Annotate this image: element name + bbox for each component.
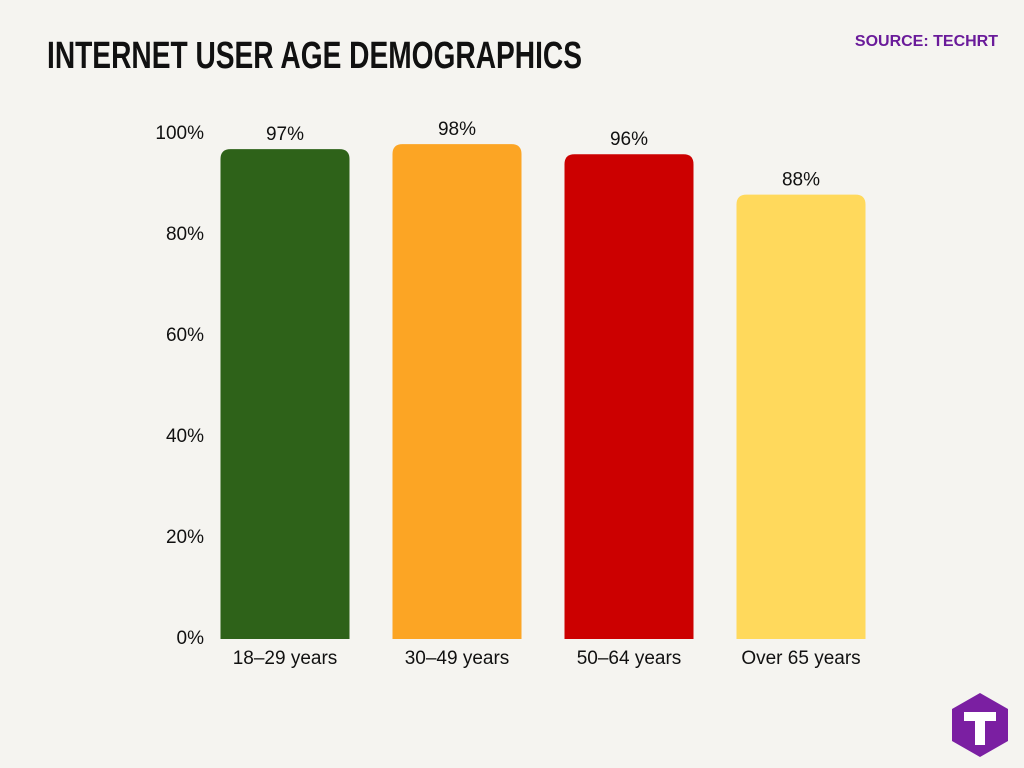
value-label: 98% — [438, 119, 476, 140]
value-label: 97% — [266, 124, 304, 145]
y-tick-label: 60% — [166, 325, 204, 346]
y-tick-label: 40% — [166, 426, 204, 447]
logo-letter — [964, 712, 996, 745]
bar — [564, 154, 694, 639]
y-tick-label: 100% — [155, 123, 204, 144]
x-tick-label: 50–64 years — [577, 648, 682, 669]
y-tick-label: 20% — [166, 527, 204, 548]
value-label: 88% — [782, 170, 820, 191]
bar — [736, 194, 866, 639]
bar — [392, 144, 522, 639]
x-tick-label: 18–29 years — [233, 648, 338, 669]
y-tick-label: 0% — [177, 628, 205, 649]
logo — [952, 693, 1008, 757]
x-tick-label: Over 65 years — [741, 648, 860, 669]
y-tick-label: 80% — [166, 224, 204, 245]
value-label: 96% — [610, 129, 648, 150]
x-tick-label: 30–49 years — [405, 648, 510, 669]
chart-title: INTERNET USER AGE DEMOGRAPHICS — [47, 35, 582, 77]
bar — [220, 149, 350, 639]
source: SOURCE: TECHRT — [855, 33, 998, 50]
